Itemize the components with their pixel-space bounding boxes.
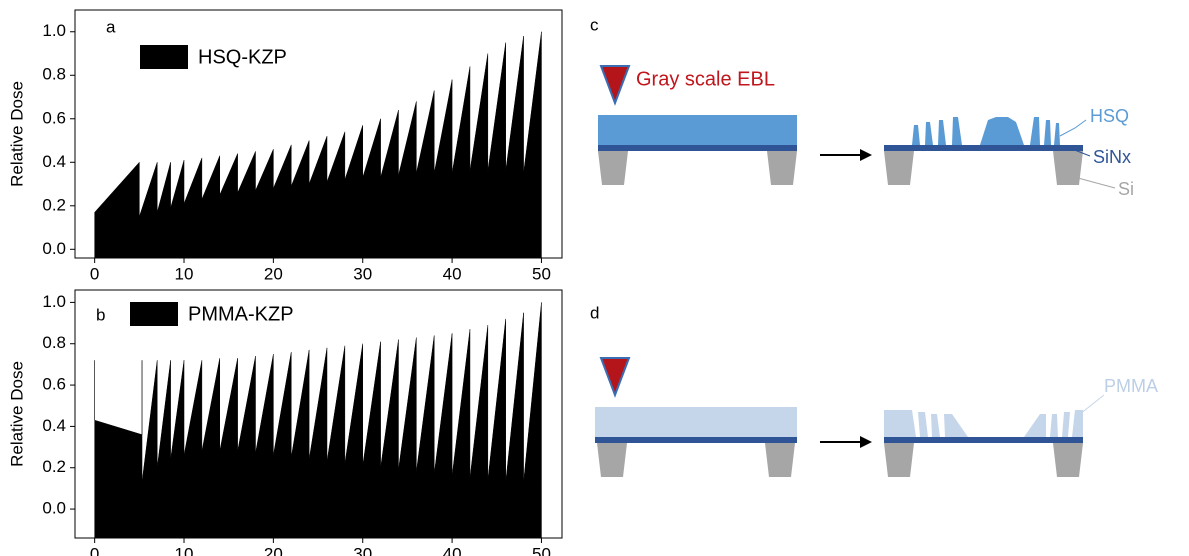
panel-label: b: [96, 305, 105, 324]
beam-icon: [599, 65, 631, 106]
x-tick-label: 30: [353, 544, 372, 556]
x-tick-label: 10: [175, 544, 194, 556]
x-tick-label: 50: [532, 544, 551, 556]
x-tick-label: 20: [264, 544, 283, 556]
x-tick-label: 20: [264, 264, 283, 283]
substrate-label: Si: [1118, 179, 1134, 199]
x-tick-label: 40: [443, 264, 462, 283]
membrane: [598, 145, 797, 151]
resist-layer: [598, 115, 797, 146]
substrate: [1053, 443, 1083, 477]
plot-frame: [74, 289, 563, 539]
area: [94, 31, 542, 259]
substrate: [597, 443, 627, 477]
x-tick-label: 10: [175, 264, 194, 283]
panel-label: d: [590, 303, 599, 322]
beam-icon: [599, 357, 631, 398]
membrane: [884, 145, 1083, 151]
resist-label: PMMA: [1104, 376, 1158, 396]
x-tick-label: 0: [90, 264, 99, 283]
substrate: [1053, 151, 1083, 185]
y-tick-label: 0.6: [42, 375, 66, 394]
substrate: [765, 443, 795, 477]
y-tick-label: 0.0: [42, 239, 66, 258]
legend-swatch: [140, 45, 188, 69]
legend-label: PMMA-KZP: [188, 303, 294, 325]
arrow-head: [860, 436, 872, 448]
y-axis-label: Relative Dose: [7, 361, 26, 467]
y-tick-label: 0.4: [42, 416, 66, 435]
y-tick-label: 1.0: [42, 292, 66, 311]
plot-frame: [74, 9, 563, 259]
substrate: [767, 151, 797, 185]
y-tick-label: 0.6: [42, 108, 66, 127]
panel-label: c: [590, 15, 599, 34]
leader-line: [1077, 177, 1116, 189]
y-tick-label: 0.4: [42, 152, 66, 171]
x-tick-label: 40: [443, 544, 462, 556]
leader-line: [1071, 148, 1091, 157]
leader-line: [1059, 119, 1087, 137]
y-axis-label: Relative Dose: [7, 81, 26, 187]
x-tick-label: 30: [353, 264, 372, 283]
patterned-resist: [884, 410, 1083, 437]
membrane-label: SiNx: [1093, 147, 1131, 167]
substrate: [598, 151, 628, 185]
y-tick-label: 1.0: [42, 21, 66, 40]
x-tick-label: 0: [90, 544, 99, 556]
area: [94, 302, 542, 539]
legend-swatch: [130, 302, 178, 326]
y-tick-label: 0.8: [42, 65, 66, 84]
panel-label: a: [106, 17, 116, 36]
legend-label: HSQ-KZP: [198, 46, 287, 68]
x-tick-label: 50: [532, 264, 551, 283]
membrane: [884, 437, 1083, 443]
y-tick-label: 0.8: [42, 333, 66, 352]
beam-label: Gray scale EBL: [636, 68, 775, 90]
leader-line: [1079, 394, 1105, 415]
arrow-head: [860, 149, 872, 161]
substrate: [884, 151, 914, 185]
patterned-resist: [912, 117, 1060, 145]
y-tick-label: 0.2: [42, 195, 66, 214]
y-tick-label: 0.2: [42, 457, 66, 476]
resist-label: HSQ: [1090, 106, 1129, 126]
membrane: [595, 437, 797, 443]
substrate: [884, 443, 914, 477]
resist-layer: [595, 407, 797, 438]
y-tick-label: 0.0: [42, 499, 66, 518]
